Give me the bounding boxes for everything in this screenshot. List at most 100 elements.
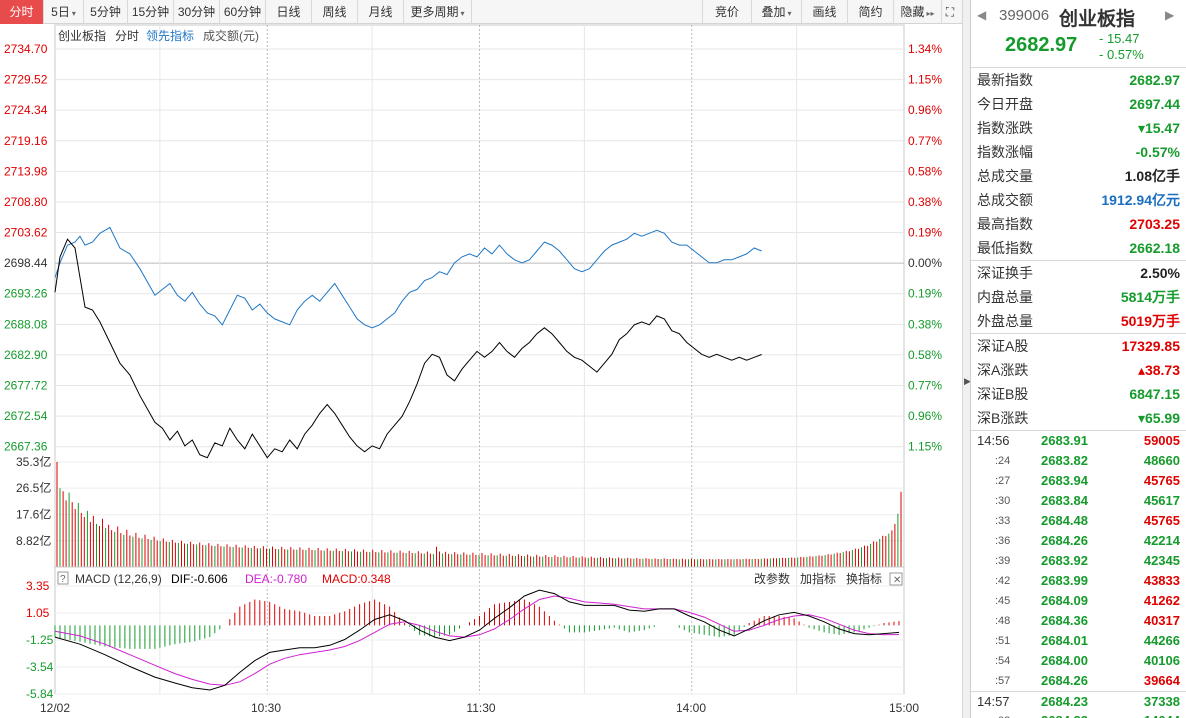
tool-button-label: 竞价 — [714, 5, 739, 19]
quote-panel: ◀ 399006 创业板指 ▶ 2682.97 - 15.47 - 0.57% … — [970, 0, 1186, 718]
tool-button-0[interactable]: 竞价 — [702, 0, 752, 24]
tick-price: 2684.00 — [1041, 653, 1088, 668]
macd-link: 改参数 — [754, 571, 790, 586]
price-axis-label: 2729.52 — [4, 73, 48, 87]
fullscreen-icon[interactable]: ⛶ — [945, 5, 955, 19]
next-stock-icon[interactable]: ▶ — [1165, 8, 1175, 22]
period-tab-label: 分时 — [9, 5, 34, 19]
stat-value: ▾65.99 — [1137, 410, 1180, 426]
stat-row: 深证换手 2.50% — [971, 261, 1186, 285]
macd-dea-line — [54, 595, 900, 686]
tick-price: 2684.01 — [1041, 633, 1088, 648]
tick-row: :30 2683.84 45617 — [971, 491, 1186, 511]
time-axis-label: 11:30 — [466, 701, 495, 715]
price-axis-label: 2677.72 — [4, 379, 48, 393]
period-tab-label: 更多周期 — [410, 5, 459, 19]
tick-row: :45 2684.09 41262 — [971, 591, 1186, 611]
period-tab-label: 30分钟 — [177, 5, 216, 19]
tick-time: :30 — [995, 495, 1011, 507]
period-tab-8[interactable]: 月线 — [358, 0, 404, 24]
stat-label: 今日开盘 — [977, 96, 1033, 112]
period-tab-1[interactable]: 5日 ▾ — [44, 0, 84, 24]
volume-axis-label: 26.5亿 — [16, 480, 51, 495]
percent-axis-label: 0.96% — [908, 409, 942, 423]
stat-value: 1.08亿手 — [1124, 168, 1180, 184]
stat-label: 深证换手 — [977, 265, 1033, 281]
macd-help-icon[interactable] — [57, 571, 69, 585]
stat-value: 5814万手 — [1120, 289, 1180, 305]
period-tab-6[interactable]: 日线 — [266, 0, 312, 24]
tick-time: :03 — [995, 711, 1010, 718]
percent-axis-label: 0.19% — [908, 287, 942, 301]
tick-volume: 37338 — [1143, 694, 1180, 709]
price-axis-label: 2703.62 — [4, 226, 48, 240]
collapse-arrow-icon[interactable]: ▶ — [964, 376, 971, 386]
stat-row: 深A涨跌 ▴38.73 — [971, 358, 1186, 382]
tool-button-2[interactable]: 画线 — [802, 0, 848, 24]
stat-row: 指数涨跌 ▾15.47 — [971, 116, 1186, 140]
tick-time: :45 — [995, 595, 1011, 607]
tick-volume: 42345 — [1143, 553, 1180, 568]
percent-axis-label: 0.19% — [908, 226, 942, 240]
tick-price: 2684.26 — [1041, 533, 1088, 548]
period-tab-5[interactable]: 60分钟 — [220, 0, 266, 24]
stat-label: 指数涨幅 — [977, 144, 1033, 160]
tool-button-3[interactable]: 简约 — [848, 0, 894, 24]
tool-button-1[interactable]: 叠加 ▾ — [752, 0, 802, 24]
period-tab-label: 日线 — [276, 5, 301, 19]
prev-stock-icon[interactable]: ◀ — [977, 8, 987, 22]
stat-row: 深证B股 6847.15 — [971, 382, 1186, 406]
tick-volume: 40317 — [1143, 613, 1180, 628]
tick-time: :42 — [995, 575, 1011, 587]
stat-row: 深B涨跌 ▾65.99 — [971, 406, 1186, 430]
percent-axis-label: 0.58% — [908, 164, 942, 178]
macd-close-icon[interactable] — [889, 572, 903, 586]
macd-macd-value: MACD:0.348 — [322, 572, 391, 586]
tick-volume: 59005 — [1143, 433, 1180, 448]
tick-row: :24 2683.82 48660 — [971, 451, 1186, 471]
stat-label: 深A涨跌 — [977, 362, 1029, 378]
stat-row: 最新指数 2682.97 — [971, 68, 1186, 92]
macd-axis-label: -1.25 — [26, 633, 54, 647]
stat-value: 2682.97 — [1129, 72, 1180, 88]
stat-label: 最高指数 — [977, 216, 1033, 232]
panel-splitter[interactable]: ▶ — [962, 0, 971, 718]
tick-volume: 42214 — [1143, 533, 1180, 548]
percent-axis-label: 0.77% — [908, 379, 942, 393]
percent-axis-label: 1.15% — [908, 73, 942, 87]
quote-header: ◀ 399006 创业板指 ▶ 2682.97 - 15.47 - 0.57% — [971, 0, 1186, 68]
period-tab-9[interactable]: 更多周期 ▾ — [404, 0, 472, 24]
stat-row: 外盘总量 5019万手 — [971, 309, 1186, 333]
stat-row: 深证A股 17329.85 — [971, 334, 1186, 358]
macd-link: 换指标 — [846, 571, 882, 586]
period-tab-3[interactable]: 15分钟 — [128, 0, 174, 24]
macd-link: 加指标 — [800, 571, 836, 586]
tick-time: 14:56 — [977, 433, 1010, 448]
macd-dif-line — [54, 589, 900, 691]
percent-axis-label: 0.77% — [908, 134, 942, 148]
period-tab-4[interactable]: 30分钟 — [174, 0, 220, 24]
stat-value: 5019万手 — [1120, 313, 1180, 329]
tool-button-4[interactable]: 隐藏 ▸▸ — [894, 0, 942, 24]
period-tab-7[interactable]: 周线 — [312, 0, 358, 24]
tick-row: :27 2683.94 45765 — [971, 471, 1186, 491]
tick-row: :42 2683.99 43833 — [971, 571, 1186, 591]
chart-legend-item: 领先指标 — [146, 28, 194, 43]
period-tab-label: 60分钟 — [223, 5, 262, 19]
price-axis-label: 2688.08 — [4, 317, 48, 331]
index-code: 399006 — [999, 7, 1050, 24]
close-x: ✕ — [893, 575, 901, 586]
tick-row: :39 2683.92 42345 — [971, 551, 1186, 571]
tool-button-label: 隐藏 — [900, 5, 925, 19]
tick-volume: 45765 — [1143, 473, 1180, 488]
volume-axis-label: 35.3亿 — [16, 454, 51, 469]
stat-value: ▴38.73 — [1137, 362, 1180, 378]
period-tab-2[interactable]: 5分钟 — [84, 0, 128, 24]
period-tab-0[interactable]: 分时 — [0, 0, 44, 24]
index-price-line — [54, 238, 762, 459]
stat-row: 总成交额 1912.94亿元 — [971, 188, 1186, 212]
stat-value: 1912.94亿元 — [1101, 192, 1180, 208]
tick-price: 2684.23 — [1041, 711, 1088, 718]
period-tab-label: 5分钟 — [90, 5, 121, 19]
tick-price: 2683.84 — [1041, 493, 1088, 508]
